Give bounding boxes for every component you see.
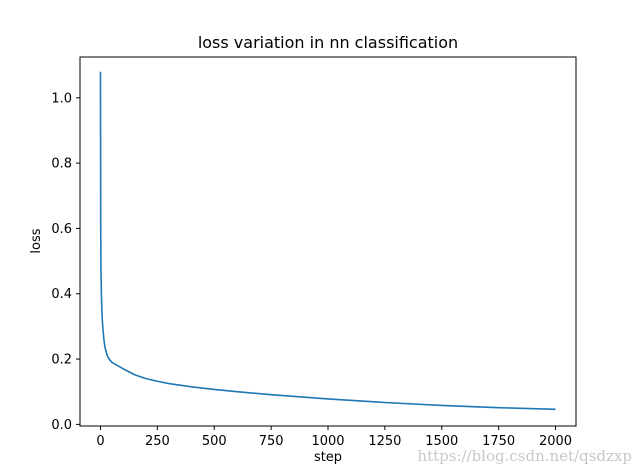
x-tick-label: 500 xyxy=(202,434,227,449)
y-axis-ticks: 0.0 0.2 0.4 0.6 0.8 1.0 xyxy=(51,91,80,433)
y-tick-label: 1.0 xyxy=(51,91,72,106)
y-tick-label: 0.2 xyxy=(51,353,72,368)
x-tick-label: 250 xyxy=(145,434,170,449)
chart-title: loss variation in nn classification xyxy=(198,33,458,52)
y-tick-label: 0.8 xyxy=(51,157,72,172)
y-axis-label: loss xyxy=(29,228,44,253)
x-tick-label: 1000 xyxy=(311,434,344,449)
x-tick-label: 750 xyxy=(259,434,284,449)
series-layer xyxy=(99,71,556,411)
y-tick-label: 0.6 xyxy=(51,222,72,237)
y-tick-label: 0.0 xyxy=(51,418,72,433)
x-tick-label: 1250 xyxy=(368,434,401,449)
series-line xyxy=(99,71,556,411)
x-axis-ticks: 0 250 500 750 1000 1250 1500 1750 2000 xyxy=(96,426,572,449)
watermark: https://blog.csdn.net/qsdzxp xyxy=(417,447,632,465)
x-tick-label: 0 xyxy=(96,434,104,449)
x-tick-label: 2000 xyxy=(539,434,572,449)
x-axis-label: step xyxy=(314,450,342,465)
x-tick-label: 1750 xyxy=(482,434,515,449)
x-tick-label: 1500 xyxy=(425,434,458,449)
y-tick-label: 0.4 xyxy=(51,287,72,302)
